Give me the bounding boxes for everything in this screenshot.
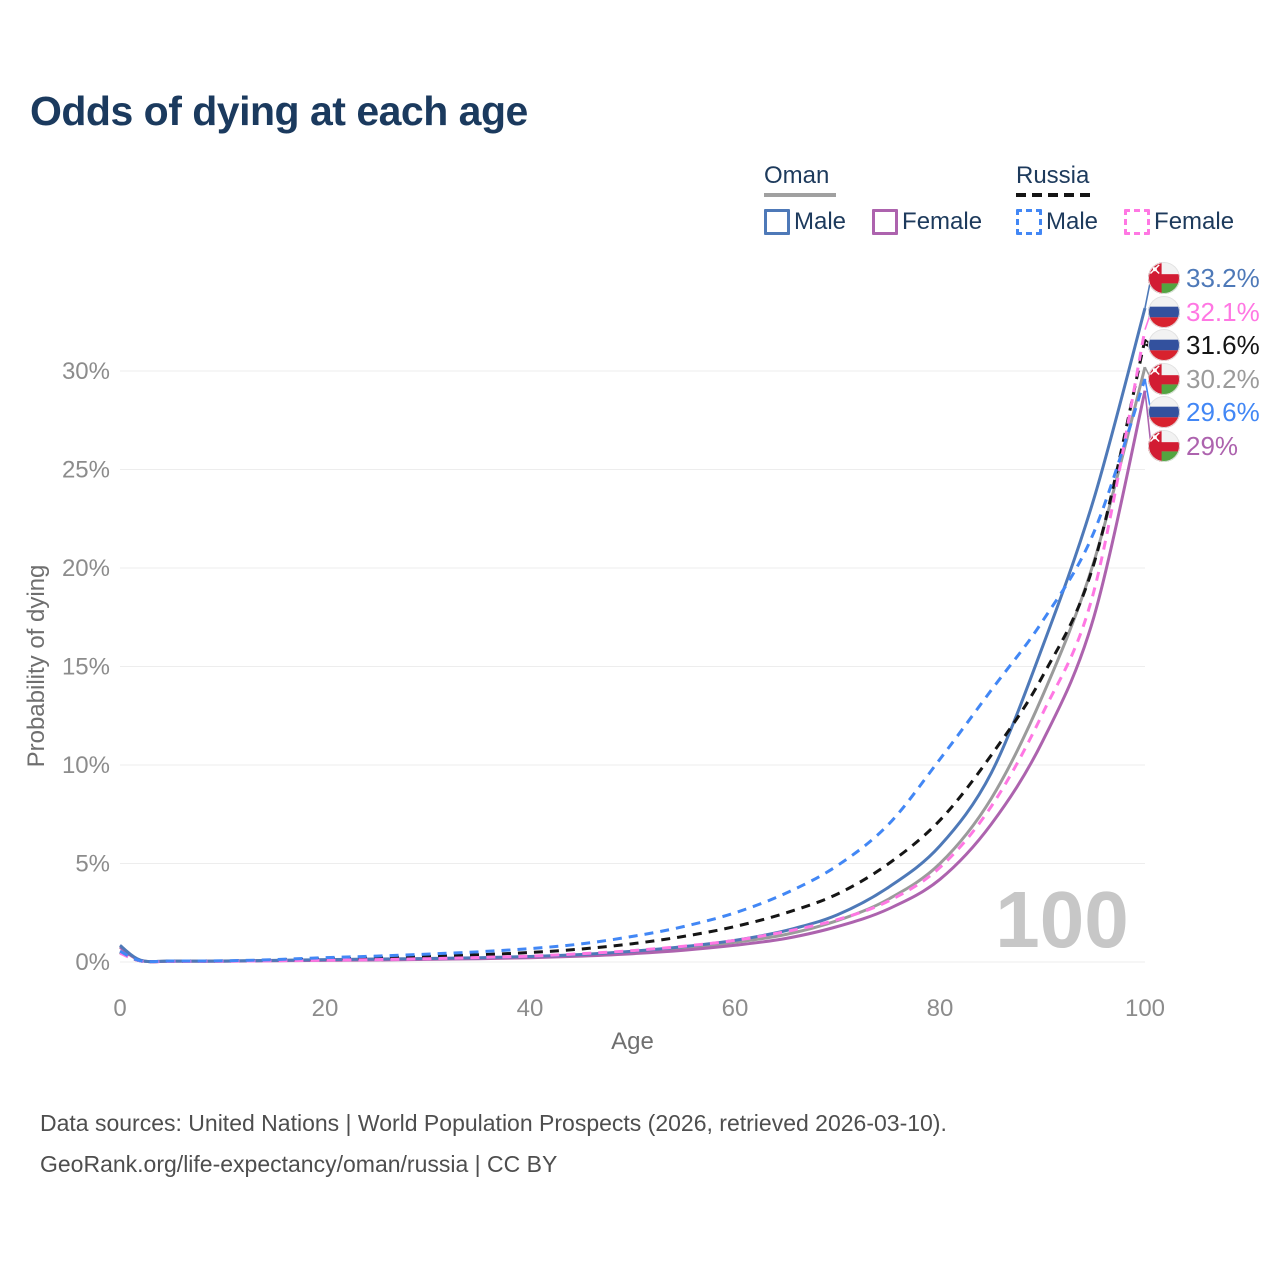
flag-icon-oman xyxy=(1148,363,1180,395)
legend-item-label: Male xyxy=(794,208,847,235)
flag-icon-russia xyxy=(1148,329,1180,361)
x-tick-label: 60 xyxy=(722,995,749,1022)
y-tick-label: 20% xyxy=(62,555,110,582)
page-title: Odds of dying at each age xyxy=(30,88,528,134)
end-label-value-oman-female: 29% xyxy=(1186,431,1238,461)
y-axis-title: Probability of dying xyxy=(23,565,50,768)
legend-country-label-russia[interactable]: Russia xyxy=(1016,162,1090,189)
x-axis-title: Age xyxy=(611,1028,654,1055)
legend-swatch-oman-male xyxy=(764,209,790,235)
series-line-russia-all xyxy=(119,339,1147,964)
legend-item-label: Male xyxy=(1046,208,1099,235)
flag-icon-oman xyxy=(1148,430,1180,462)
watermark-age-label: 100 xyxy=(995,875,1128,964)
legend-item-russia-female[interactable]: Female xyxy=(1124,208,1234,236)
series-line-oman-female xyxy=(119,390,1147,964)
x-tick-label: 20 xyxy=(312,995,339,1022)
legend-item-label: Female xyxy=(1154,208,1235,235)
y-tick-label: 5% xyxy=(75,851,110,878)
flag-icon-oman xyxy=(1148,262,1180,294)
legend-swatch-russia-male xyxy=(1016,209,1042,235)
y-tick-label: 10% xyxy=(62,752,110,779)
legend-item-label: Female xyxy=(902,208,983,235)
y-tick-label: 25% xyxy=(62,457,110,484)
end-label-value-russia-female: 32.1% xyxy=(1186,297,1260,327)
footer-link: GeoRank.org/life-expectancy/oman/russia … xyxy=(40,1151,558,1177)
legend-country-label-oman[interactable]: Oman xyxy=(764,162,830,189)
legend-swatch-russia-female xyxy=(1124,209,1151,235)
series-line-russia-female xyxy=(119,329,1147,964)
end-label-value-russia-all: 31.6% xyxy=(1186,330,1260,360)
legend-country-linestyle-russia xyxy=(1016,193,1096,197)
series-line-oman-all xyxy=(119,366,1147,964)
x-tick-label: 100 xyxy=(1125,995,1165,1022)
x-tick-label: 40 xyxy=(517,995,544,1022)
data-source-footer: Data sources: United Nations | World Pop… xyxy=(40,1103,947,1185)
legend-item-oman-female[interactable]: Female xyxy=(872,208,982,236)
legend-group-oman: Oman Male Female xyxy=(764,163,982,236)
y-tick-label: 0% xyxy=(75,949,110,976)
y-tick-label: 30% xyxy=(62,358,110,385)
legend-group-russia: Russia Male Female xyxy=(1016,163,1234,236)
legend-item-russia-male[interactable]: Male xyxy=(1016,208,1098,236)
legend-swatch-oman-female xyxy=(872,209,899,235)
footer-sources: Data sources: United Nations | World Pop… xyxy=(40,1110,947,1136)
flag-icon-russia xyxy=(1148,396,1180,428)
y-tick-label: 15% xyxy=(62,654,110,681)
flag-icon-russia xyxy=(1148,296,1180,328)
x-tick-label: 80 xyxy=(927,995,954,1022)
legend-country-linestyle-oman xyxy=(764,193,836,197)
mortality-chart: 0% 5% 10% 15% 20% 25% 30% 0 20 40 60 80 100 Age Probab… xyxy=(23,262,1260,1055)
x-tick-label: 0 xyxy=(113,995,126,1022)
series-line-russia-male xyxy=(119,378,1147,964)
end-label-value-oman-all: 30.2% xyxy=(1186,364,1260,394)
legend-item-oman-male[interactable]: Male xyxy=(764,208,846,236)
end-label-value-russia-male: 29.6% xyxy=(1186,397,1260,427)
end-label-value-oman-male: 33.2% xyxy=(1186,263,1260,293)
